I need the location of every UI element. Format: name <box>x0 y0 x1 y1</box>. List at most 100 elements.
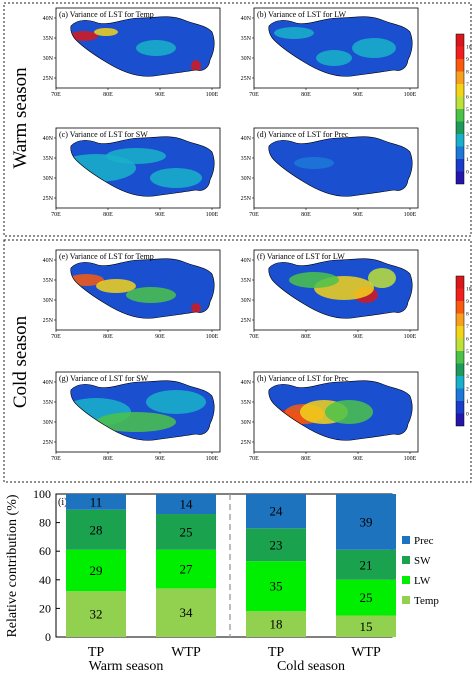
y-tick-label: 30N <box>43 176 54 182</box>
x-tick-label: 100E <box>404 212 417 218</box>
y-tick-label: 20 <box>39 601 51 615</box>
colorbar-tick: 8 <box>466 70 469 76</box>
x-category-label: WTP <box>171 645 201 660</box>
bar-value-label: 29 <box>90 563 103 578</box>
colorbar-segment <box>456 413 464 426</box>
colorbar-tick: 7 <box>466 324 469 330</box>
x-tick-label: 90E <box>155 92 165 98</box>
bar-segment-temp <box>156 588 216 637</box>
x-tick-label: 80E <box>103 212 113 218</box>
colorbar-tick: 4 <box>466 120 469 126</box>
y-tick-label: 25N <box>241 76 252 82</box>
y-tick-label: 30N <box>43 298 54 304</box>
plateau-outline <box>70 136 215 197</box>
bar-segment-prec <box>156 494 216 515</box>
bar-value-label: 25 <box>180 524 193 539</box>
bars: 32 29 28 11 34 27 25 14 18 35 23 24 15 25 21 39 <box>66 494 396 637</box>
colorbar-tick: 0 <box>466 170 469 176</box>
bar-value-label: 24 <box>270 504 284 519</box>
colorbar-segment <box>456 338 464 351</box>
x-tick-label: 90E <box>155 456 165 462</box>
y-tick-label: 35N <box>241 400 252 406</box>
map-title: (a) Variance of LST for Temp <box>59 10 154 19</box>
colorbar-segment <box>456 109 464 122</box>
y-tick-label: 30N <box>241 298 252 304</box>
bar-value-label: 14 <box>180 497 194 512</box>
colorbar-tick: 9 <box>466 299 469 305</box>
x-tick-label: 90E <box>155 334 165 340</box>
colorbar-tick: 3 <box>466 374 469 380</box>
legend-swatch <box>402 556 410 564</box>
y-tick-label: 35N <box>241 36 252 42</box>
colorbar-segment <box>456 46 464 59</box>
colorbar-segment <box>456 96 464 109</box>
x-tick-label: 100E <box>404 334 417 340</box>
bar-segment-lw <box>246 561 306 612</box>
x-tick-label: 70E <box>249 92 259 98</box>
map-panel: (a) Variance of LST for Temp 70E 80E 90E 100… <box>43 7 221 98</box>
chart-panel-label: (i) <box>58 497 67 508</box>
colorbar-segment <box>456 134 464 147</box>
bar-value-label: 21 <box>360 557 373 572</box>
x-tick-label: 80E <box>103 334 113 340</box>
bar-segment-sw <box>66 509 126 550</box>
map-panel: (f) Variance of LST for LW 70E 80E 90E 100E 4… <box>241 249 419 340</box>
x-tick-label: 90E <box>353 334 363 340</box>
x-tick-label: 100E <box>206 212 219 218</box>
y-tick-label: 40N <box>241 16 252 22</box>
y-tick-label: 25N <box>43 196 54 202</box>
bar-value-label: 28 <box>90 522 103 537</box>
y-tick-label: 30N <box>241 176 252 182</box>
y-tick-label: 40N <box>241 136 252 142</box>
x-labels: TP WTP TP WTP Warm season Cold season <box>88 645 381 674</box>
y-tick-label: 40 <box>39 573 51 587</box>
bar-segment-temp <box>336 615 396 637</box>
y-tick-label: 35N <box>43 278 54 284</box>
x-tick-label: 100E <box>206 334 219 340</box>
colorbar-tick: 8 <box>466 312 469 318</box>
plateau-outline <box>70 16 215 77</box>
bar-segment-sw <box>336 549 396 580</box>
bar-segment-prec <box>336 494 396 550</box>
bar-value-label: 35 <box>270 579 283 594</box>
y-tick-label: 35N <box>241 278 252 284</box>
x-category-label: TP <box>268 645 285 660</box>
plateau-outline <box>268 16 413 77</box>
x-tick-label: 90E <box>353 212 363 218</box>
colorbar-tick: 1 <box>466 399 469 405</box>
map-panel: (d) Variance of LST for Prec 70E 80E 90E 100… <box>241 127 419 218</box>
bar-value-label: 15 <box>360 619 373 634</box>
x-group-label: Warm season <box>89 659 164 674</box>
map-title: (c) Variance of LST for SW <box>59 130 148 139</box>
map-panel: (b) Variance of LST for LW 70E 80E 90E 100E 4… <box>241 7 419 98</box>
y-tick-label: 25N <box>241 318 252 324</box>
bar-value-label: 25 <box>360 590 373 605</box>
y-tick-label: 40N <box>43 136 54 142</box>
map-title: (d) Variance of LST for Prec <box>257 130 349 139</box>
y-tick-label: 40N <box>241 380 252 386</box>
plateau-outline <box>268 136 413 197</box>
map-panels: (a) Variance of LST for Temp 70E 80E 90E 100… <box>43 7 419 462</box>
x-tick-label: 80E <box>301 334 311 340</box>
map-panel: (g) Variance of LST for SW 70E 80E 90E 100E 4… <box>43 371 221 462</box>
bar-segment-temp <box>246 611 306 637</box>
colorbar-segment <box>456 388 464 401</box>
colorbar-segment <box>456 146 464 159</box>
y-tick-label: 80 <box>39 516 51 530</box>
y-tick-label: 30N <box>241 420 252 426</box>
y-tick-label: 40N <box>43 380 54 386</box>
map-panel: (c) Variance of LST for SW 70E 80E 90E 100E 4… <box>43 127 221 218</box>
x-tick-label: 100E <box>206 92 219 98</box>
legend-swatch <box>402 576 410 584</box>
plateau-outline <box>268 380 413 441</box>
colorbar-segment <box>456 401 464 414</box>
plateau-outline <box>70 258 215 319</box>
cold-season-box <box>3 239 472 483</box>
map-panel: (h) Variance of LST for Prec 70E 80E 90E 100… <box>241 371 419 462</box>
colorbar-tick: 10 <box>466 45 472 51</box>
x-group-label: Cold season <box>277 659 345 674</box>
x-tick-label: 70E <box>51 92 61 98</box>
colorbar-segment <box>456 71 464 84</box>
